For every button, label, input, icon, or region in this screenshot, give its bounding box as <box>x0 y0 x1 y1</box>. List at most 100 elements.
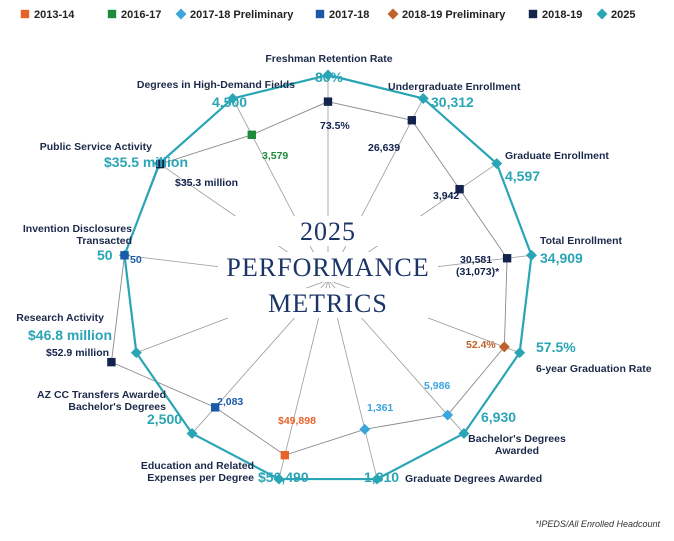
axis-label: Expenses per Degree <box>147 472 254 484</box>
axis-label: Bachelor's Degrees <box>468 433 566 445</box>
target-value: 30,312 <box>431 94 474 110</box>
target-value: 6,930 <box>481 409 516 425</box>
legend-item-s1819p: 2018-19 Preliminary <box>387 8 506 21</box>
target-value: 4,500 <box>212 94 247 110</box>
target-marker <box>526 249 537 261</box>
current-value: $52.9 million <box>46 347 109 359</box>
legend-marker-s1314 <box>20 9 30 19</box>
current-marker <box>107 357 116 367</box>
current-marker <box>442 409 454 421</box>
axis-label: Graduate Degrees Awarded <box>405 473 542 485</box>
current-value: 26,639 <box>368 142 400 154</box>
current-marker <box>498 341 510 353</box>
legend-item-s1314: 2013-14 <box>20 9 75 21</box>
target-value: $35.5 million <box>104 154 188 170</box>
axis-label: Transacted <box>77 235 132 247</box>
title-line-2: PERFORMANCE <box>226 253 429 282</box>
target-marker <box>130 347 142 359</box>
current-marker <box>359 423 371 435</box>
target-marker <box>186 427 198 439</box>
target-value: 34,909 <box>540 250 583 266</box>
axis-label: AZ CC Transfers Awarded <box>37 389 166 401</box>
target-marker <box>371 473 383 485</box>
axis-group: Degrees in High-Demand Fields 4,500 3,579 <box>137 79 295 162</box>
current-value: 3,942 <box>433 190 459 202</box>
legend-marker-s1819 <box>528 9 538 19</box>
axis-label: Total Enrollment <box>540 235 623 247</box>
title-line-1: 2025 <box>300 217 356 246</box>
legend-item-s2025: 2025 <box>596 8 635 21</box>
target-2025-polygon <box>123 73 533 481</box>
axis-labels: Freshman Retention Rate 80% 73.5% Undergrad… <box>16 53 651 485</box>
legend-label-s1819p: 2018-19 Preliminary <box>402 9 506 21</box>
legend: 2013-14 2016-17 2017-18 Preliminary 2017-18… <box>20 8 635 21</box>
target-marker <box>417 93 429 104</box>
axis-label: Graduate Enrollment <box>505 150 609 162</box>
axis-label: Awarded <box>495 445 539 457</box>
axis-label: Undergraduate Enrollment <box>388 81 521 93</box>
spoke-line <box>327 98 424 281</box>
axis-label: Freshman Retention Rate <box>265 53 392 65</box>
current-value: 1,361 <box>367 402 393 414</box>
target-marker <box>273 473 285 485</box>
axis-label: Education and Related <box>141 460 254 472</box>
axis-group: Total Enrollment 34,909 30,581(31,073)* <box>456 235 623 278</box>
legend-label-s2025: 2025 <box>611 9 635 21</box>
current-marker <box>407 116 417 125</box>
target-marker <box>322 69 334 81</box>
target-value: $56,490 <box>258 469 309 485</box>
legend-label-s1314: 2013-14 <box>34 9 75 21</box>
legend-marker-s1718 <box>315 9 325 19</box>
legend-marker-s1819p <box>387 8 399 20</box>
data-marks <box>107 69 537 485</box>
current-marker <box>502 254 512 263</box>
target-value: 80% <box>315 69 344 85</box>
current-value: $35.3 million <box>175 177 238 189</box>
axis-group: Public Service Activity$35.5 million $35.… <box>40 141 238 189</box>
legend-item-s1819: 2018-19 <box>528 9 582 21</box>
current-marker <box>280 450 290 460</box>
legend-marker-s2025 <box>596 8 608 20</box>
legend-label-s1718p: 2017-18 Preliminary <box>190 9 294 21</box>
legend-item-s1718p: 2017-18 Preliminary <box>175 8 294 21</box>
axis-label: Invention Disclosures <box>23 223 132 235</box>
axis-group: Freshman Retention Rate 80% 73.5% <box>265 53 392 132</box>
target-polygon-group <box>123 73 533 481</box>
current-value: 5,986 <box>424 380 450 392</box>
axis-group: Graduate Degrees Awarded 1,810 1,361 <box>364 402 542 485</box>
axis-group: Graduate Enrollment 4,597 3,942 <box>433 150 609 202</box>
current-value: 30,581 <box>460 254 492 266</box>
title-backdrop <box>218 216 438 246</box>
target-marker <box>514 347 526 359</box>
title-backdrop <box>218 288 438 318</box>
axis-label: 6-year Graduation Rate <box>536 363 652 375</box>
title-backdrop <box>218 252 438 282</box>
target-value: 1,810 <box>364 469 399 485</box>
legend-label-s1819: 2018-19 <box>542 9 582 21</box>
legend-marker-s1617 <box>107 9 117 19</box>
axis-label: Research Activity <box>16 312 104 324</box>
target-marker <box>458 427 470 439</box>
target-value: 2,500 <box>147 411 182 427</box>
current-value: 50 <box>130 254 142 266</box>
chart-title: 2025 PERFORMANCE METRICS <box>218 216 438 318</box>
axis-label: Public Service Activity <box>40 141 152 153</box>
target-value: 57.5% <box>536 339 576 355</box>
axis-label: Degrees in High-Demand Fields <box>137 79 295 91</box>
axis-group: 6-year Graduation Rate 57.5% 52.4% <box>466 339 652 375</box>
legend-item-s1617: 2016-17 <box>107 9 161 21</box>
target-marker <box>491 158 503 170</box>
spoke-line <box>232 98 329 281</box>
current-value: $49,898 <box>278 415 316 427</box>
current-value-alt: (31,073)* <box>456 266 500 278</box>
target-value: 50 <box>97 247 113 263</box>
legend-label-s1617: 2016-17 <box>121 9 161 21</box>
target-value: 4,597 <box>505 168 540 184</box>
current-value: 3,579 <box>262 150 288 162</box>
